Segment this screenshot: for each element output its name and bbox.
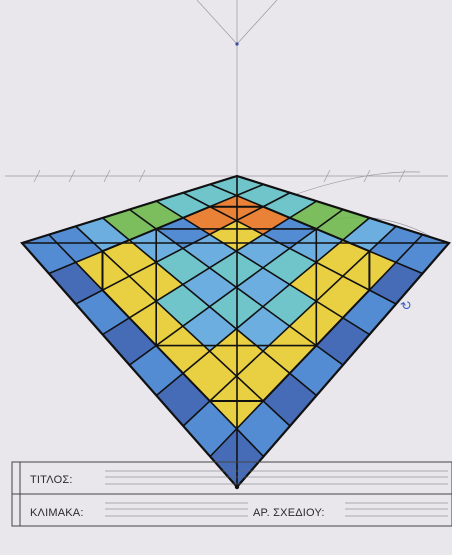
floor-tile <box>22 234 76 274</box>
floor-tile <box>102 240 157 277</box>
vanishing-ray-line <box>196 0 238 45</box>
drawing-number-label: ΑΡ. ΣΧΕΔΙΟΥ: <box>253 507 325 519</box>
tick-mark <box>398 169 406 183</box>
floor-tile <box>369 262 423 304</box>
floor-tile <box>102 276 157 318</box>
grid-line <box>182 225 397 427</box>
floor-tile <box>316 317 370 365</box>
title-label: ΤΙΤΛΟΣ: <box>30 474 73 486</box>
floor-tile <box>369 226 423 263</box>
floor-tile <box>48 226 103 263</box>
floor-tile <box>102 317 157 365</box>
title-block: ΤΙΤΛΟΣ: ΚΛΙΜΑΚΑ: ΑΡ. ΣΧΕΔΙΟΥ: <box>11 461 452 527</box>
floor-tile <box>316 276 370 318</box>
floor-tile <box>129 201 183 229</box>
scale-label: ΚΛΙΜΑΚΑ: <box>30 507 84 519</box>
floor-tile <box>102 209 157 241</box>
floor-tile <box>289 201 343 229</box>
octagon-outline <box>101 205 371 402</box>
floor-tile <box>75 290 130 335</box>
inner-diamond <box>155 228 318 347</box>
vanishing-ray-line <box>236 0 278 45</box>
front-vertex-point <box>234 484 240 490</box>
floor-tile <box>342 290 396 335</box>
floor-tile <box>316 240 370 277</box>
floor-tile <box>396 234 449 274</box>
tick-mark <box>323 169 331 183</box>
floor-tile <box>129 345 183 396</box>
floor-tile <box>48 262 103 304</box>
tick-mark <box>103 169 111 183</box>
floor-tile <box>289 345 343 396</box>
floor-tile <box>316 209 370 241</box>
tick-mark <box>138 169 146 183</box>
floor-grid-lines <box>20 174 451 489</box>
tick-mark <box>33 169 41 183</box>
vanishing-point <box>235 42 239 46</box>
grid-line <box>74 225 291 427</box>
grid-line <box>155 217 371 397</box>
measuring-arc <box>279 171 421 201</box>
tick-mark <box>68 169 76 183</box>
tick-mark <box>363 169 371 183</box>
grid-line <box>101 217 318 397</box>
